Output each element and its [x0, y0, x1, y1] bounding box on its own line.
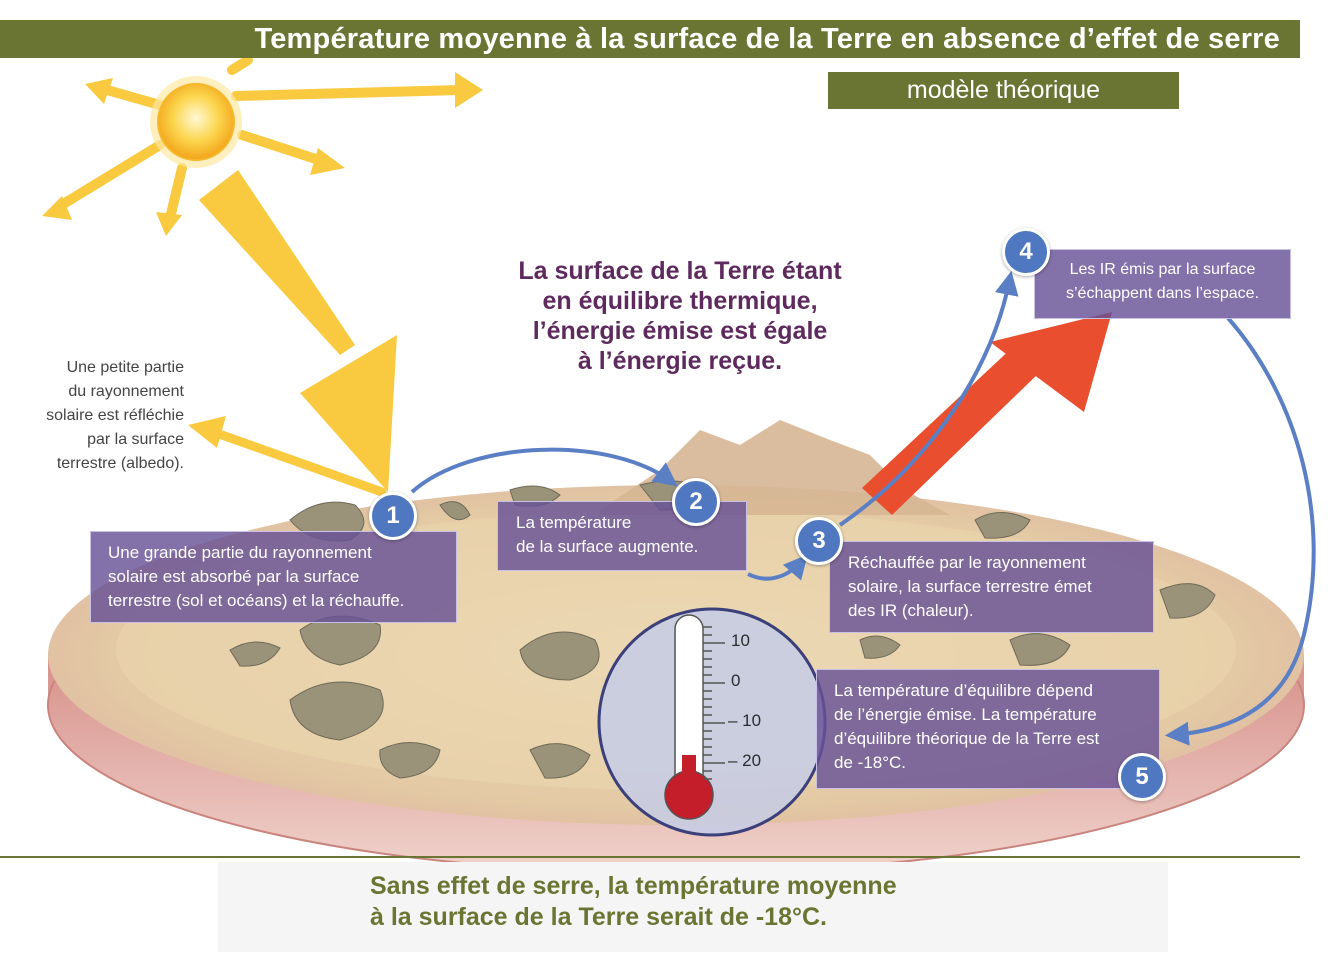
step-text-line: Les IR émis par la surface: [1069, 261, 1256, 278]
step-text-line: s’échappent dans l’espace.: [1065, 285, 1260, 302]
step-text-line: de l’énergie émise. La température: [834, 705, 1097, 724]
step-text-line: des IR (chaleur).: [848, 601, 974, 620]
equilibrium-line: à l’énergie reçue.: [577, 347, 783, 375]
divider: [0, 856, 1300, 858]
albedo-note: Une petite partie du rayonnement solaire…: [10, 356, 184, 476]
step-5-box: La température d’équilibre dépend de l’é…: [816, 669, 1160, 789]
step-text-line: solaire, la surface terrestre émet: [848, 577, 1092, 596]
step-text-line: de -18°C.: [834, 753, 907, 772]
step-text-line: d’équilibre théorique de la Terre est: [834, 729, 1100, 748]
infrared-arrow: [862, 312, 1112, 515]
page-title: Température moyenne à la surface de la T…: [254, 23, 1280, 55]
sun-icon: [42, 55, 483, 236]
conclusion-line: à la surface de la Terre serait de -18°C…: [370, 903, 827, 931]
step-text-line: de la surface augmente.: [516, 537, 699, 556]
step-text-line: solaire est absorbé par la surface: [108, 567, 360, 586]
step-1-badge: 1: [369, 492, 417, 540]
step-text-line: terrestre (sol et océans) et la réchauff…: [108, 591, 405, 610]
equilibrium-message: La surface de la Terre étant en équilibr…: [470, 256, 890, 376]
step-3-badge: 3: [795, 517, 843, 565]
thermometer-scale-label: 0: [731, 671, 741, 690]
step-text-line: Réchauffée par le rayonnement: [848, 553, 1086, 572]
albedo-arrow: [188, 416, 387, 497]
albedo-line: terrestre (albedo).: [56, 455, 184, 472]
thermometer-scale-label: – 10: [728, 711, 762, 730]
step-3-box: Réchauffée par le rayonnement solaire, l…: [829, 541, 1154, 633]
conclusion-line: Sans effet de serre, la température moye…: [370, 872, 897, 900]
step-4-box: Les IR émis par la surface s’échappent d…: [1034, 249, 1291, 319]
step-1-box: Une grande partie du rayonnement solaire…: [90, 531, 457, 623]
albedo-line: par la surface: [87, 431, 184, 448]
step-text-line: La température d’équilibre dépend: [834, 681, 1093, 700]
conclusion: Sans effet de serre, la température moye…: [370, 871, 897, 933]
conclusion-band: [218, 862, 1168, 952]
thermometer-icon: [597, 607, 827, 837]
step-5-badge: 5: [1118, 753, 1166, 801]
albedo-line: solaire est réfléchie: [46, 407, 184, 424]
thermometer-scale-label: – 20: [728, 751, 762, 770]
step-4-badge: 4: [1002, 228, 1050, 276]
albedo-line: du rayonnement: [68, 383, 184, 400]
equilibrium-line: en équilibre thermique,: [542, 287, 818, 315]
title-bar: Température moyenne à la surface de la T…: [0, 20, 1300, 58]
subtitle-badge: modèle théorique: [828, 72, 1179, 109]
incoming-solar-arrow: [199, 170, 397, 492]
albedo-line: Une petite partie: [66, 359, 184, 376]
thermometer-scale-label: 10: [731, 631, 750, 650]
step-text-line: Une grande partie du rayonnement: [108, 543, 372, 562]
step-2-badge: 2: [672, 478, 720, 526]
equilibrium-line: l’énergie émise est égale: [532, 317, 828, 345]
flow-arrows: [410, 270, 1316, 746]
step-text-line: La température: [516, 513, 632, 532]
equilibrium-line: La surface de la Terre étant: [518, 257, 842, 285]
